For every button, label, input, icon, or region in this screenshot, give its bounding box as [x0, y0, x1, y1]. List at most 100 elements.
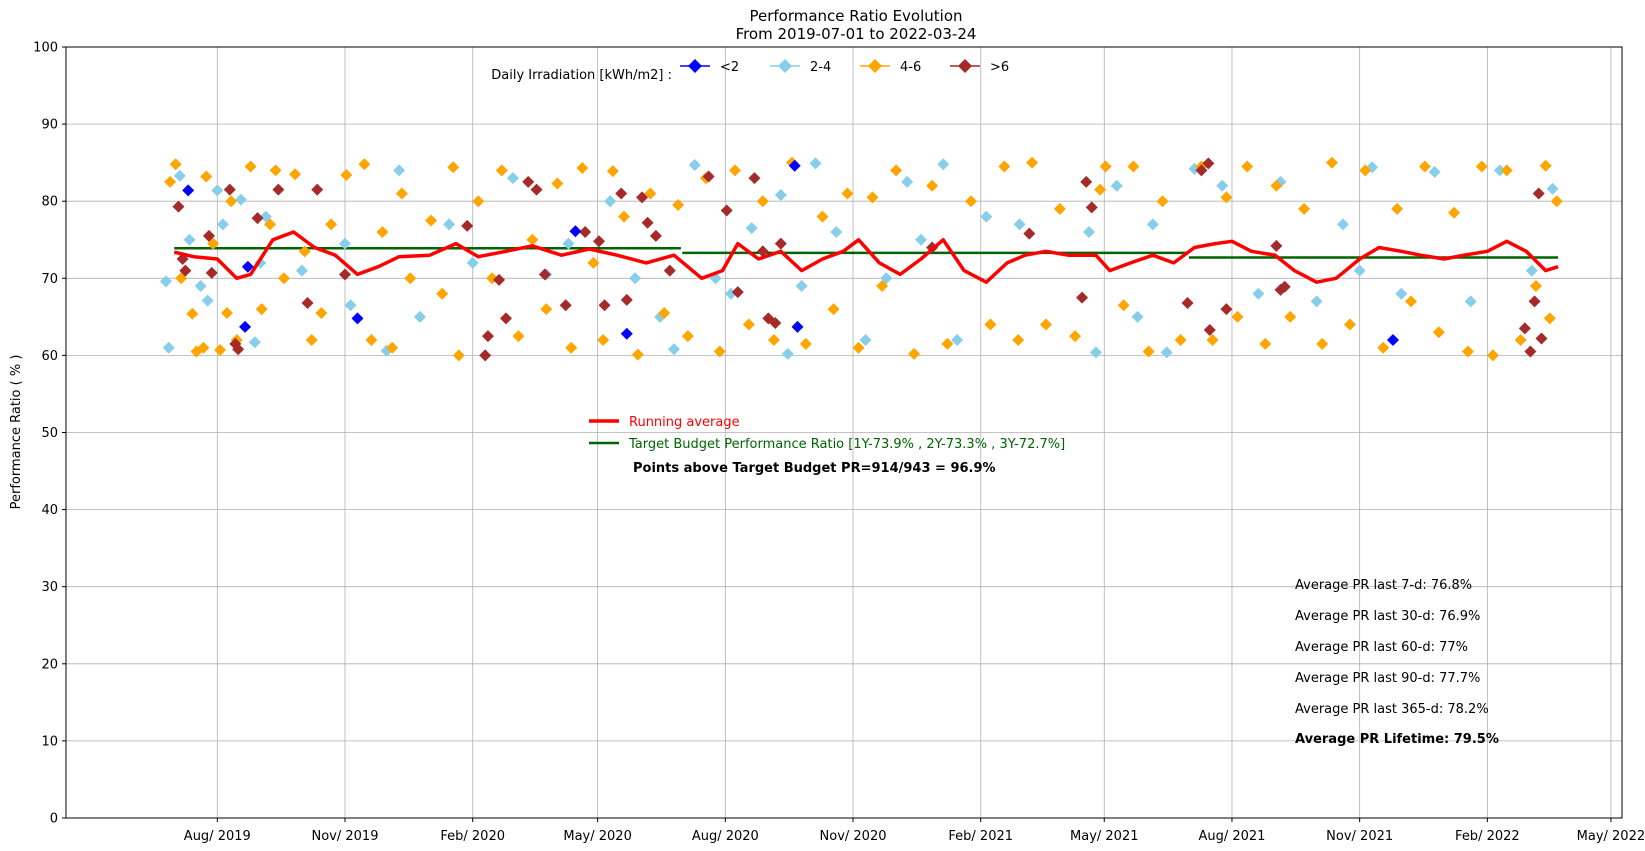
data-point-4-6 [1298, 202, 1311, 215]
data-point-4-6 [926, 179, 939, 192]
data-point-4-6 [1316, 337, 1329, 350]
data-point-4-6 [1486, 349, 1499, 362]
data-point-4-6 [1539, 159, 1552, 172]
data-point-4-6 [255, 303, 268, 316]
data-point-4-6 [289, 168, 302, 181]
data-point-2-4 [183, 233, 196, 246]
data-point-4-6 [1325, 156, 1338, 169]
data-point-2-4 [937, 158, 950, 171]
data-point-4-6 [644, 187, 657, 200]
data-point-2-4 [1310, 295, 1323, 308]
running-average-line [173, 230, 1559, 284]
data-point-4-6 [941, 337, 954, 350]
data-point-4-6 [908, 347, 921, 360]
data-point-4-6 [512, 330, 525, 343]
data-point-4-6 [876, 280, 889, 293]
chart-title: Performance Ratio Evolution [749, 7, 962, 25]
data-point-4-6 [1270, 179, 1283, 192]
data-point-4-6 [298, 245, 311, 258]
data-point-gt6 [579, 226, 592, 239]
data-point-2-4 [667, 343, 680, 356]
data-point-4-6 [269, 164, 282, 177]
data-point-4-6 [1391, 202, 1404, 215]
data-point-4-6 [606, 165, 619, 178]
data-point-2-4 [413, 310, 426, 323]
data-point-4-6 [1220, 191, 1233, 204]
irradiation-legend: Daily Irradiation [kWh/m2] : <2 2-4 4-6 >6 [491, 59, 1009, 83]
data-point-2-4 [980, 210, 993, 223]
data-point-4-6 [852, 341, 865, 354]
stat-avg-lifetime: Average PR Lifetime: 79.5% [1295, 732, 1499, 747]
data-point-gt6 [774, 237, 787, 250]
irr-legend-marker-2-4 [778, 59, 792, 73]
y-tick-label: 10 [41, 734, 58, 749]
irradiation-legend-entries: <2 2-4 4-6 >6 [680, 59, 1009, 75]
data-point-4-6 [1156, 195, 1169, 208]
data-point-2-4 [393, 164, 406, 177]
data-point-2-4 [1082, 226, 1095, 239]
data-point-2-4 [194, 280, 207, 293]
data-point-4-6 [225, 195, 238, 208]
data-point-2-4 [809, 157, 822, 170]
data-point-4-6 [631, 348, 644, 361]
data-point-gt6 [641, 216, 654, 229]
data-point-4-6 [305, 333, 318, 346]
data-point-4-6 [756, 195, 769, 208]
data-point-2-4 [1464, 295, 1477, 308]
data-point-2-4 [951, 333, 964, 346]
data-point-4-6 [984, 318, 997, 331]
data-point-2-4 [295, 264, 308, 277]
data-point-4-6 [200, 170, 213, 183]
running-average-layer [173, 230, 1559, 284]
stat-avg-60d: Average PR last 60-d: 77% [1295, 640, 1468, 655]
data-point-2-4 [1428, 165, 1441, 178]
data-point-4-6 [197, 341, 210, 354]
data-point-gt6 [223, 183, 236, 196]
data-point-4-6 [658, 306, 671, 319]
data-point-4-6 [325, 218, 338, 231]
data-point-2-4 [1131, 310, 1144, 323]
data-point-4-6 [264, 218, 277, 231]
data-point-2-4 [1146, 218, 1159, 231]
x-tick-label: Nov/ 2021 [1326, 829, 1393, 844]
data-point-gt6 [172, 200, 185, 213]
data-point-4-6 [1012, 333, 1025, 346]
data-point-gt6 [615, 187, 628, 200]
data-point-2-4 [688, 158, 701, 171]
data-point-4-6 [597, 333, 610, 346]
data-point-2-4 [795, 280, 808, 293]
x-tick-label: Aug/ 2019 [184, 829, 251, 844]
data-point-2-4 [466, 256, 479, 269]
data-point-2-4 [201, 294, 214, 307]
data-point-2-4 [1525, 264, 1538, 277]
data-point-4-6 [221, 306, 234, 319]
data-point-4-6 [1142, 345, 1155, 358]
data-point-4-6 [1039, 318, 1052, 331]
data-point-gt6 [620, 293, 633, 306]
data-point-gt6 [1220, 303, 1233, 316]
points-layer [159, 156, 1563, 362]
data-point-2-4 [1353, 264, 1366, 277]
x-tick-label: May/ 2021 [1070, 829, 1138, 844]
data-point-gt6 [1202, 157, 1215, 170]
y-tick-label: 60 [41, 349, 58, 364]
data-point-gt6 [1270, 239, 1283, 252]
data-point-gt6 [538, 268, 551, 281]
data-point-4-6 [681, 330, 694, 343]
x-tick-label: May/ 2020 [563, 829, 631, 844]
data-point-gt6 [530, 183, 543, 196]
irr-legend-marker-gt6 [958, 59, 972, 73]
data-point-4-6 [866, 191, 879, 204]
data-point-lt2 [788, 159, 801, 172]
y-tick-label: 90 [41, 118, 58, 133]
data-point-2-4 [1395, 287, 1408, 300]
data-point-gt6 [1278, 280, 1291, 293]
y-tick-label: 40 [41, 503, 58, 518]
data-point-2-4 [506, 172, 519, 185]
data-point-4-6 [713, 345, 726, 358]
irr-legend-marker-lt2 [688, 59, 702, 73]
x-tick-label: Feb/ 2020 [440, 829, 505, 844]
data-point-gt6 [559, 299, 572, 312]
irr-legend-marker-4-6 [868, 59, 882, 73]
